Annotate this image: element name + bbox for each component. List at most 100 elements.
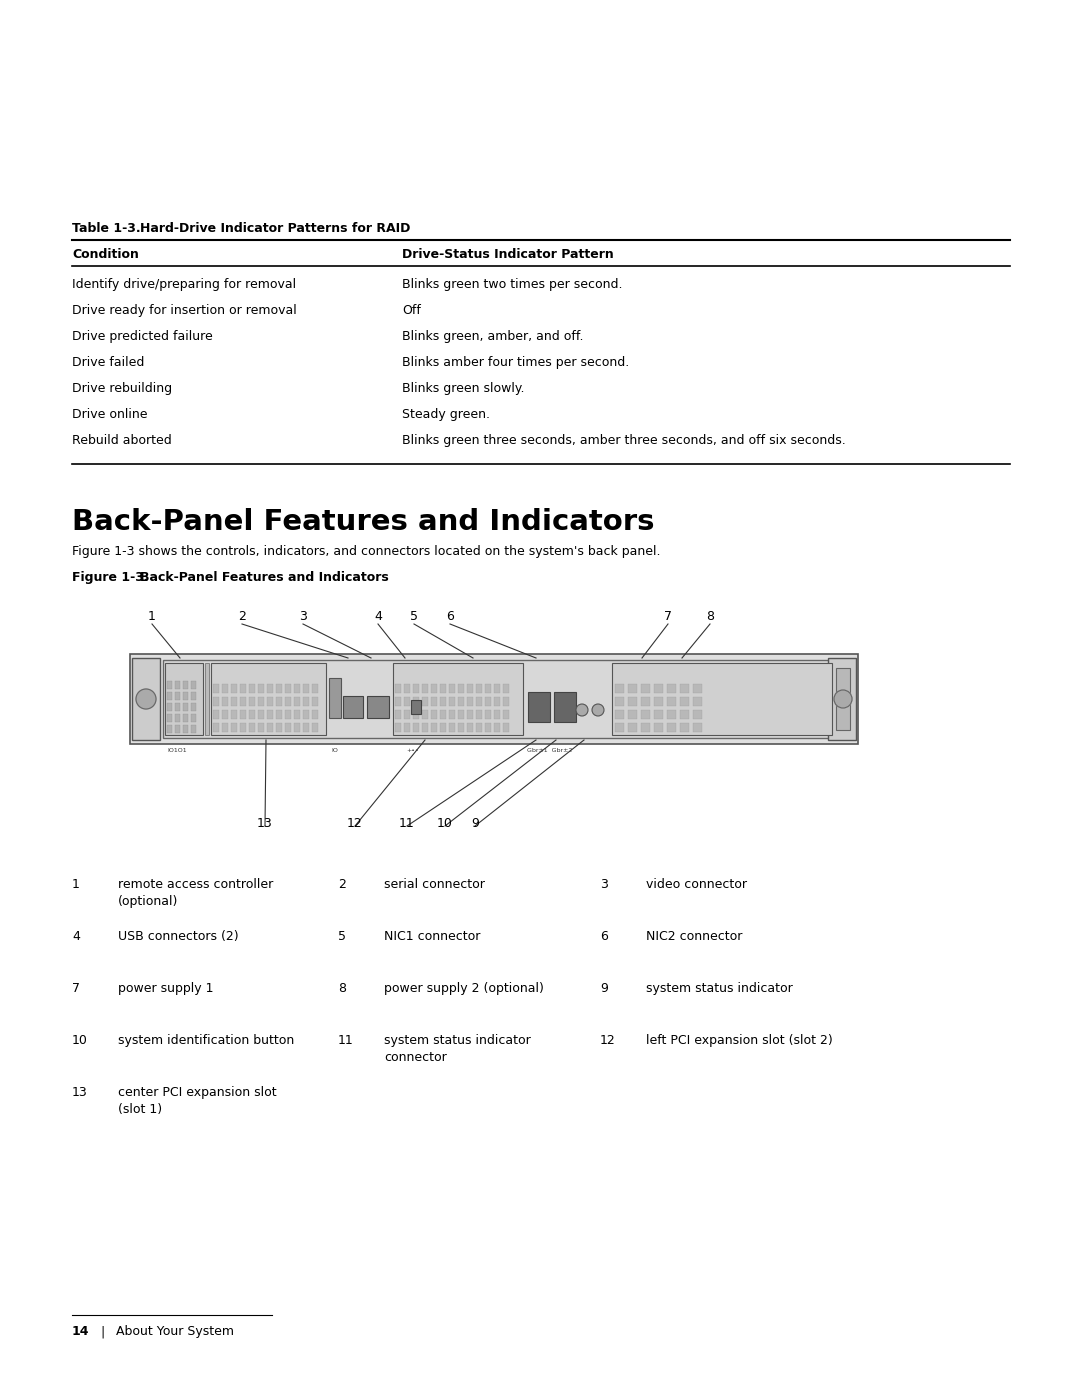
Bar xyxy=(642,724,650,732)
Bar xyxy=(191,703,195,711)
Text: Drive ready for insertion or removal: Drive ready for insertion or removal xyxy=(72,305,297,317)
Bar xyxy=(411,700,421,714)
Bar xyxy=(165,664,203,735)
Text: 1: 1 xyxy=(72,877,80,891)
Bar xyxy=(654,697,663,705)
Bar xyxy=(440,724,446,732)
Bar xyxy=(485,710,491,719)
Bar xyxy=(231,697,237,705)
Text: 8: 8 xyxy=(706,610,714,623)
Bar xyxy=(615,697,624,705)
Bar xyxy=(467,710,473,719)
Text: 1: 1 xyxy=(148,610,156,623)
Bar xyxy=(258,685,264,693)
Bar xyxy=(175,714,180,722)
Bar xyxy=(449,697,455,705)
Bar xyxy=(615,710,624,719)
Bar xyxy=(231,685,237,693)
Bar xyxy=(312,697,318,705)
Bar xyxy=(413,724,419,732)
Bar xyxy=(167,725,172,733)
Text: 13: 13 xyxy=(257,817,273,830)
Text: Steady green.: Steady green. xyxy=(402,408,490,420)
Bar xyxy=(258,710,264,719)
Bar xyxy=(276,724,282,732)
Bar xyxy=(132,658,160,740)
Text: Back-Panel Features and Indicators: Back-Panel Features and Indicators xyxy=(72,509,654,536)
Text: Drive predicted failure: Drive predicted failure xyxy=(72,330,213,344)
Bar xyxy=(285,724,291,732)
Text: Blinks green three seconds, amber three seconds, and off six seconds.: Blinks green three seconds, amber three … xyxy=(402,434,846,447)
Text: |: | xyxy=(100,1324,105,1338)
Bar xyxy=(627,724,637,732)
Bar xyxy=(449,724,455,732)
Text: system status indicator
connector: system status indicator connector xyxy=(384,1034,530,1065)
Text: video connector: video connector xyxy=(646,877,747,891)
Text: 7: 7 xyxy=(664,610,672,623)
Text: 11: 11 xyxy=(338,1034,354,1046)
Bar xyxy=(267,685,273,693)
Text: remote access controller
(optional): remote access controller (optional) xyxy=(118,877,273,908)
Bar xyxy=(431,724,437,732)
Text: 4: 4 xyxy=(72,930,80,943)
Text: Identify drive/preparing for removal: Identify drive/preparing for removal xyxy=(72,278,296,291)
Bar xyxy=(240,724,246,732)
Bar xyxy=(680,697,689,705)
Bar xyxy=(312,710,318,719)
Bar xyxy=(828,658,856,740)
Bar xyxy=(615,685,624,693)
Bar xyxy=(458,697,464,705)
Bar xyxy=(485,697,491,705)
Text: 14: 14 xyxy=(72,1324,90,1338)
Bar xyxy=(654,685,663,693)
Bar xyxy=(654,724,663,732)
Text: Figure 1-3.: Figure 1-3. xyxy=(72,571,149,584)
Text: 8: 8 xyxy=(338,982,346,995)
Bar xyxy=(267,697,273,705)
Text: 11: 11 xyxy=(400,817,415,830)
Text: NIC2 connector: NIC2 connector xyxy=(646,930,742,943)
Bar xyxy=(642,697,650,705)
Text: Blinks green two times per second.: Blinks green two times per second. xyxy=(402,278,622,291)
Text: serial connector: serial connector xyxy=(384,877,485,891)
Bar xyxy=(191,714,195,722)
Bar xyxy=(175,680,180,689)
Text: 10: 10 xyxy=(437,817,453,830)
Bar xyxy=(627,697,637,705)
Text: +••: +•• xyxy=(407,747,419,753)
Text: Off: Off xyxy=(402,305,421,317)
Text: Table 1-3.: Table 1-3. xyxy=(72,222,140,235)
Bar xyxy=(222,697,228,705)
Bar xyxy=(213,710,219,719)
Bar xyxy=(422,724,428,732)
Bar xyxy=(267,724,273,732)
Bar xyxy=(231,724,237,732)
Bar xyxy=(404,724,410,732)
Bar xyxy=(294,710,300,719)
Bar xyxy=(240,685,246,693)
Bar xyxy=(167,703,172,711)
Text: left PCI expansion slot (slot 2): left PCI expansion slot (slot 2) xyxy=(646,1034,833,1046)
Bar xyxy=(467,685,473,693)
Bar xyxy=(431,697,437,705)
Bar xyxy=(183,714,188,722)
Bar xyxy=(693,724,702,732)
Bar xyxy=(667,685,676,693)
Bar xyxy=(395,710,401,719)
Bar xyxy=(413,697,419,705)
Text: 7: 7 xyxy=(72,982,80,995)
Text: 12: 12 xyxy=(600,1034,616,1046)
Bar xyxy=(467,697,473,705)
Bar xyxy=(627,685,637,693)
Bar xyxy=(211,664,326,735)
Text: Drive failed: Drive failed xyxy=(72,356,145,369)
Bar xyxy=(258,724,264,732)
Bar xyxy=(413,685,419,693)
Bar xyxy=(528,692,550,722)
Text: 5: 5 xyxy=(338,930,346,943)
Text: USB connectors (2): USB connectors (2) xyxy=(118,930,239,943)
Bar xyxy=(175,725,180,733)
Text: IO: IO xyxy=(332,747,338,753)
Bar xyxy=(680,724,689,732)
Text: 3: 3 xyxy=(600,877,608,891)
